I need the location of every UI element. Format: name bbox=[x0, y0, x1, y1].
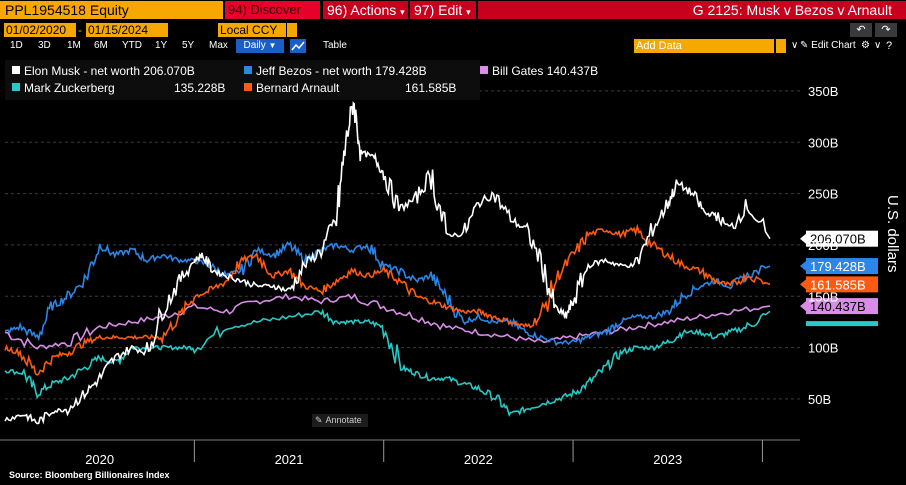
end-date-input[interactable]: 01/15/2024 bbox=[86, 23, 168, 37]
legend-item-zuckerberg[interactable]: Mark Zuckerberg bbox=[12, 81, 115, 95]
end-pointer-bezos bbox=[800, 261, 806, 272]
end-label-musk: 206.070B bbox=[810, 232, 866, 247]
x-tick-label: 2022 bbox=[464, 452, 493, 467]
end-label-box-bezos bbox=[806, 258, 878, 275]
series-line-zuckerberg bbox=[4, 308, 771, 418]
range-6m[interactable]: 6M bbox=[94, 40, 108, 51]
legend bbox=[5, 60, 480, 100]
legend-item-bezos[interactable]: Jeff Bezos - net worth 179.428B bbox=[244, 64, 427, 78]
legend-value-zuckerberg: 135.228B bbox=[174, 81, 226, 95]
end-label-bezos: 179.428B bbox=[810, 259, 866, 274]
chevron-down-icon: ▾ bbox=[466, 7, 471, 17]
y-tick-label: 250B bbox=[808, 187, 838, 202]
actions-menu[interactable]: 96) Actions ▾ bbox=[323, 1, 408, 19]
y-tick-label: 150B bbox=[808, 289, 838, 304]
line-chart-icon[interactable] bbox=[290, 39, 306, 53]
legend-value: 206.070B bbox=[143, 64, 195, 78]
edit-menu[interactable]: 97) Edit ▾ bbox=[410, 1, 476, 19]
pencil-icon: ✎ bbox=[800, 40, 809, 51]
chevron-down-icon[interactable]: ∨ bbox=[791, 40, 799, 51]
range-1y[interactable]: 1Y bbox=[155, 40, 168, 51]
plot-background bbox=[0, 55, 800, 440]
legend-label: Bernard Arnault bbox=[256, 81, 340, 95]
source-note: Source: Bloomberg Billionaires Index bbox=[9, 470, 170, 480]
end-pointer-arnault bbox=[800, 279, 806, 290]
undo-icon[interactable]: ↶ bbox=[850, 23, 872, 37]
legend-value: 140.437B bbox=[546, 64, 599, 78]
legend-swatch bbox=[244, 66, 252, 74]
series-line-musk bbox=[4, 101, 771, 425]
actions-label: 96) Actions bbox=[327, 2, 397, 18]
legend-swatch bbox=[480, 66, 488, 74]
range-max[interactable]: Max bbox=[209, 40, 228, 51]
end-label-arnault: 161.585B bbox=[810, 277, 866, 292]
series-line-gates bbox=[4, 292, 771, 350]
y-tick-label: 50B bbox=[808, 392, 831, 407]
date-separator: - bbox=[78, 23, 82, 37]
end-label-box-gates bbox=[806, 298, 878, 315]
legend-label: Bill Gates bbox=[492, 64, 544, 78]
end-label-zuckerberg bbox=[806, 321, 878, 327]
legend-item-arnault[interactable]: Bernard Arnault bbox=[244, 81, 339, 95]
end-pointer-gates bbox=[800, 301, 806, 312]
frequency-label: Daily bbox=[243, 40, 266, 51]
range-3d[interactable]: 3D bbox=[38, 40, 51, 51]
currency-dropdown-icon[interactable] bbox=[287, 23, 297, 37]
help-icon[interactable]: ? bbox=[886, 40, 893, 52]
legend-item-gates[interactable]: Bill Gates 140.437B bbox=[480, 64, 598, 78]
redo-icon[interactable]: ↷ bbox=[875, 23, 897, 37]
start-date-input[interactable]: 01/02/2020 bbox=[4, 23, 76, 37]
chart-title: G 2125: Musk v Bezos v Arnault bbox=[478, 1, 906, 19]
legend-label: Elon Musk - net worth bbox=[24, 64, 141, 78]
discover-button[interactable]: 94) Discover bbox=[225, 1, 320, 19]
x-tick-label: 2021 bbox=[275, 452, 304, 467]
x-tick-label: 2020 bbox=[85, 452, 114, 467]
x-tick-label: 2023 bbox=[653, 452, 682, 467]
y-tick-label: 300B bbox=[808, 135, 838, 150]
legend-value: 179.428B bbox=[375, 64, 427, 78]
annotate-label: Annotate bbox=[325, 415, 362, 425]
range-1m[interactable]: 1M bbox=[67, 40, 81, 51]
range-5y[interactable]: 5Y bbox=[182, 40, 195, 51]
add-data-input[interactable]: Add Data bbox=[634, 39, 774, 53]
legend-label: Mark Zuckerberg bbox=[24, 81, 115, 95]
legend-swatch bbox=[244, 83, 252, 91]
legend-swatch bbox=[12, 83, 20, 91]
annotate-button[interactable]: ✎ Annotate bbox=[312, 414, 368, 427]
pencil-icon: ✎ bbox=[315, 415, 323, 425]
end-label-gates: 140.437B bbox=[810, 299, 866, 314]
range-ytd[interactable]: YTD bbox=[122, 40, 142, 51]
ticker-field[interactable]: PPL1954518 Equity bbox=[0, 1, 223, 19]
y-tick-label: 350B bbox=[808, 84, 838, 99]
chevron-down-icon: ▼ bbox=[268, 41, 277, 50]
table-button[interactable]: Table bbox=[323, 40, 347, 51]
edit-label: 97) Edit bbox=[414, 2, 463, 18]
y-tick-label: 200B bbox=[808, 238, 838, 253]
legend-value-arnault: 161.585B bbox=[405, 81, 457, 95]
legend-label: Jeff Bezos - net worth bbox=[256, 64, 372, 78]
frequency-select[interactable]: Daily ▼ bbox=[236, 39, 284, 53]
settings-icon[interactable]: ⚙ bbox=[861, 40, 870, 51]
end-label-box-arnault bbox=[806, 276, 878, 293]
edit-chart-button[interactable]: ✎ Edit Chart bbox=[800, 39, 856, 53]
add-data-dropdown-icon[interactable] bbox=[776, 39, 786, 53]
chevron-down-icon: ▾ bbox=[400, 7, 405, 17]
y-tick-label: 100B bbox=[808, 341, 838, 356]
range-1d[interactable]: 1D bbox=[10, 40, 23, 51]
edit-chart-label: Edit Chart bbox=[811, 40, 856, 51]
series-line-arnault bbox=[4, 223, 771, 376]
chart-area: 206.070B 179.428B 161.585B 140.437B 50B 100B… bbox=[0, 55, 901, 467]
y-axis-label: U.S. dollars bbox=[884, 195, 901, 273]
legend-swatch bbox=[12, 66, 20, 74]
end-pointer-musk bbox=[800, 233, 806, 244]
end-label-box-musk bbox=[806, 230, 878, 247]
legend-item-musk[interactable]: Elon Musk - net worth 206.070B bbox=[12, 64, 195, 78]
chevron-down-icon[interactable]: ∨ bbox=[874, 40, 882, 51]
currency-select[interactable]: Local CCY bbox=[218, 23, 286, 37]
